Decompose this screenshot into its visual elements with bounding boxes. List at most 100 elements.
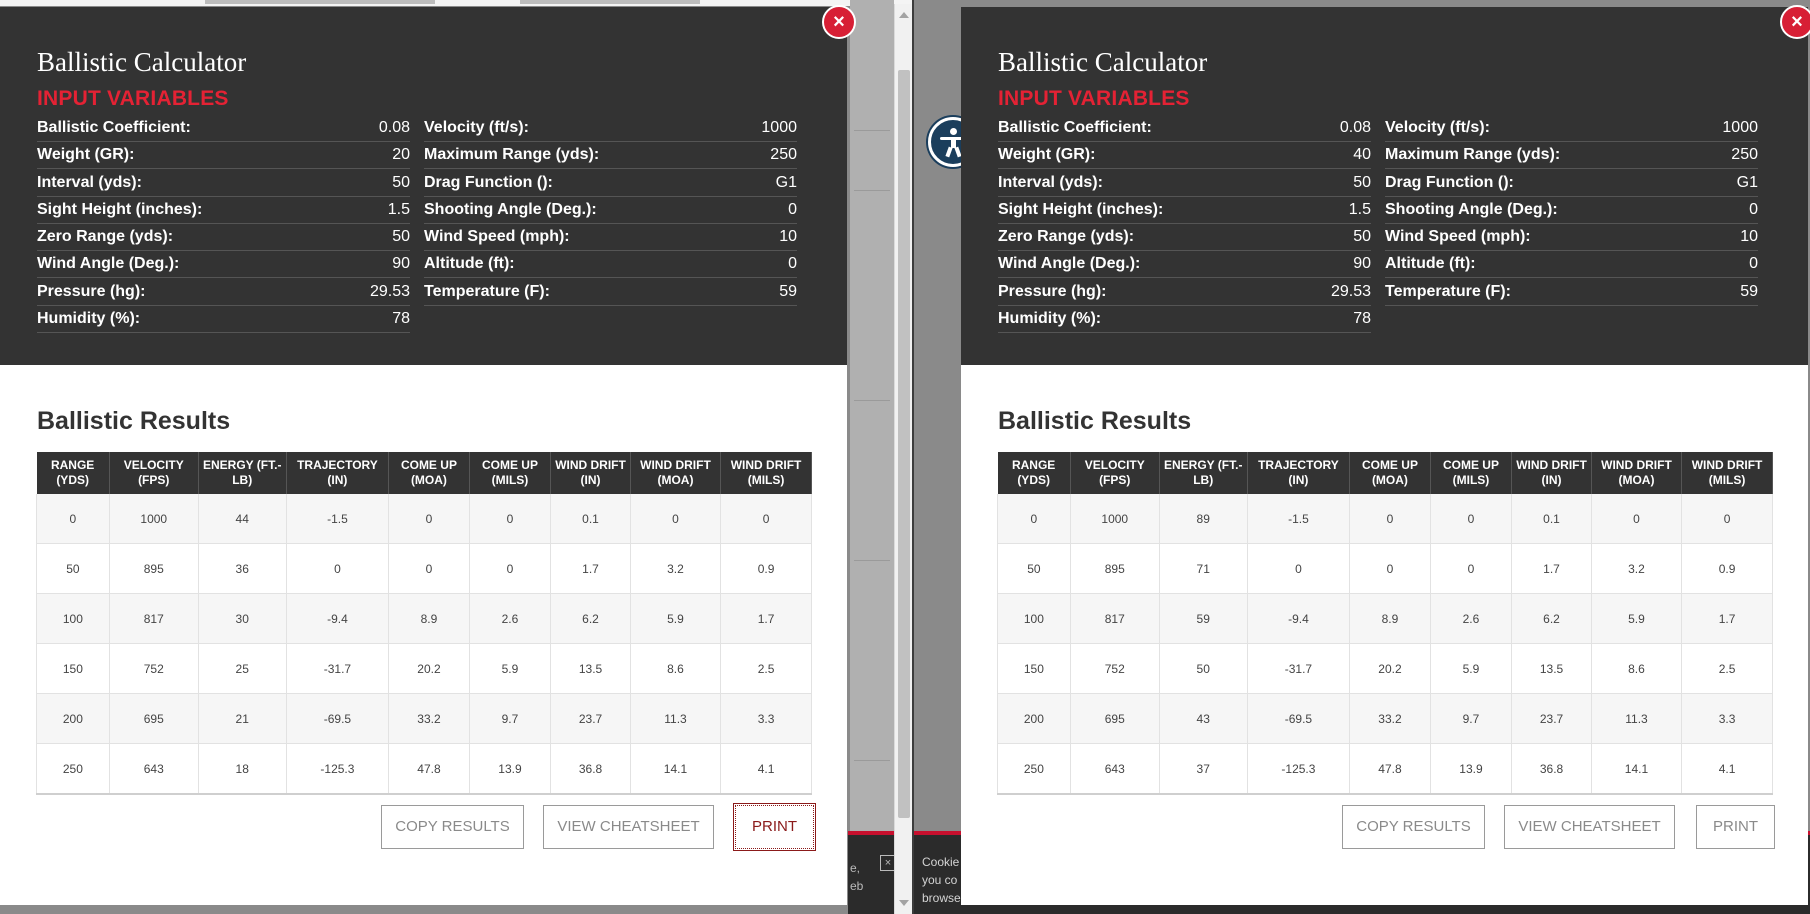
table-cell: 2.6 xyxy=(469,593,552,644)
input-variable: Interval (yds): 50 xyxy=(37,170,410,197)
input-value: 40 xyxy=(1353,146,1371,164)
table-cell: 0.9 xyxy=(1681,543,1773,594)
input-variable: Weight (GR): 20 xyxy=(37,142,410,170)
table-cell: -125.3 xyxy=(1247,743,1351,795)
input-variables-grid: Ballistic Coefficient: 0.08 Velocity (ft/s… xyxy=(998,115,1758,334)
table-row: 200 695 43 -69.5 33.2 9.7 23.7 11.3 3.3 xyxy=(997,693,1773,744)
input-row: Zero Range (yds): 50 Wind Speed (mph): 10 xyxy=(37,224,797,252)
print-button[interactable]: PRINT xyxy=(733,803,816,851)
table-cell: 20.2 xyxy=(388,643,470,694)
input-row: Interval (yds): 50 Drag Function (): G1 xyxy=(998,170,1758,197)
table-cell: 89 xyxy=(1159,494,1248,544)
input-value: 50 xyxy=(1353,228,1371,246)
input-variable: Maximum Range (yds): 250 xyxy=(424,142,797,170)
table-cell: 13.5 xyxy=(550,643,631,694)
table-cell: 30 xyxy=(198,593,287,644)
input-label: Humidity (%): xyxy=(998,310,1102,328)
column-header: COME UP (MILS) xyxy=(469,452,552,494)
table-row: 150 752 25 -31.7 20.2 5.9 13.5 8.6 2.5 xyxy=(36,643,812,694)
ballistic-calculator-modal: Ballistic Calculator INPUT VARIABLES Bal… xyxy=(0,7,847,905)
input-label: Temperature (F): xyxy=(424,282,550,300)
column-header: WIND DRIFT (IN) xyxy=(550,452,631,494)
input-label: Ballistic Coefficient: xyxy=(37,119,191,136)
column-header: RANGE (YDS) xyxy=(997,452,1071,494)
cookie-banner: e, eb xyxy=(848,831,894,914)
table-cell: 150 xyxy=(36,643,110,694)
table-cell: 11.3 xyxy=(630,693,722,744)
input-value: 0 xyxy=(1749,255,1758,273)
copy-results-button[interactable]: COPY RESULTS xyxy=(1342,805,1485,849)
table-cell: 0.1 xyxy=(550,494,631,544)
table-cell: 47.8 xyxy=(1349,743,1431,795)
input-variable: Shooting Angle (Deg.): 0 xyxy=(1385,197,1758,224)
scroll-up-icon[interactable] xyxy=(899,12,909,18)
input-label: Maximum Range (yds): xyxy=(424,146,600,164)
results-title: Ballistic Results xyxy=(998,407,1192,435)
table-cell: 1.7 xyxy=(720,593,812,644)
table-cell: 3.3 xyxy=(1681,693,1773,744)
table-cell: 1000 xyxy=(109,494,199,544)
input-variable: Maximum Range (yds): 250 xyxy=(1385,142,1758,170)
column-header: COME UP (MOA) xyxy=(1349,452,1431,494)
view-cheatsheet-button[interactable]: VIEW CHEATSHEET xyxy=(1504,805,1675,849)
scrollbar-thumb[interactable] xyxy=(898,70,910,818)
table-cell: 752 xyxy=(109,643,199,694)
table-cell: 8.6 xyxy=(1591,643,1683,694)
table-cell: 200 xyxy=(997,693,1071,744)
input-value: 10 xyxy=(779,228,797,246)
table-cell: 25 xyxy=(198,643,287,694)
table-cell: 0 xyxy=(1430,494,1513,544)
table-cell: -69.5 xyxy=(1247,693,1351,744)
modal-title: Ballistic Calculator xyxy=(998,47,1208,77)
input-variable: Wind Speed (mph): 10 xyxy=(1385,224,1758,252)
table-cell: 36.8 xyxy=(550,743,631,795)
input-variable: Zero Range (yds): 50 xyxy=(998,224,1371,252)
table-cell: -9.4 xyxy=(286,593,390,644)
scroll-down-icon[interactable] xyxy=(899,900,909,906)
input-label: Temperature (F): xyxy=(1385,282,1511,300)
table-cell: 33.2 xyxy=(388,693,470,744)
close-icon[interactable]: × xyxy=(1780,5,1810,39)
input-variable: Sight Height (inches): 1.5 xyxy=(37,197,410,224)
table-cell: 59 xyxy=(1159,593,1248,644)
input-label: Interval (yds): xyxy=(37,173,142,191)
input-variables-heading: INPUT VARIABLES xyxy=(998,87,1190,110)
table-cell: -69.5 xyxy=(286,693,390,744)
table-cell: 2.5 xyxy=(1681,643,1773,694)
input-value: 59 xyxy=(1740,282,1758,300)
results-title: Ballistic Results xyxy=(37,407,231,435)
input-label: Wind Angle (Deg.): xyxy=(37,255,180,273)
input-label: Ballistic Coefficient: xyxy=(998,119,1152,136)
table-cell: 0 xyxy=(388,494,470,544)
table-cell: 0.9 xyxy=(720,543,812,594)
table-row: 250 643 18 -125.3 47.8 13.9 36.8 14.1 4.1 xyxy=(36,743,812,795)
table-cell: 250 xyxy=(36,743,110,795)
copy-results-button[interactable]: COPY RESULTS xyxy=(381,805,524,849)
table-cell: 817 xyxy=(1070,593,1160,644)
input-value: G1 xyxy=(775,173,797,191)
modal-title: Ballistic Calculator xyxy=(37,47,247,77)
table-cell: 100 xyxy=(997,593,1071,644)
table-cell: 50 xyxy=(997,543,1071,594)
input-variable: Wind Angle (Deg.): 90 xyxy=(998,251,1371,279)
table-cell: 43 xyxy=(1159,693,1248,744)
column-header: VELOCITY (FPS) xyxy=(1070,452,1160,494)
table-cell: 23.7 xyxy=(550,693,631,744)
input-value: 0 xyxy=(788,255,797,273)
input-variable: Ballistic Coefficient: 0.08 xyxy=(37,115,410,142)
view-cheatsheet-button[interactable]: VIEW CHEATSHEET xyxy=(543,805,714,849)
table-cell: 200 xyxy=(36,693,110,744)
input-value: 78 xyxy=(392,310,410,328)
print-button[interactable]: PRINT xyxy=(1696,805,1775,849)
table-cell: -125.3 xyxy=(286,743,390,795)
column-header: WIND DRIFT (IN) xyxy=(1511,452,1592,494)
scrollbar[interactable] xyxy=(894,4,912,914)
input-row: Ballistic Coefficient: 0.08 Velocity (ft/s… xyxy=(37,115,797,142)
close-icon[interactable]: × xyxy=(822,5,856,39)
input-row: Zero Range (yds): 50 Wind Speed (mph): 10 xyxy=(998,224,1758,252)
input-row: Humidity (%): 78 xyxy=(37,306,797,334)
input-row: Pressure (hg): 29.53 Temperature (F): 59 xyxy=(998,279,1758,306)
input-label: Pressure (hg): xyxy=(998,282,1107,300)
table-cell: 8.9 xyxy=(388,593,470,644)
input-variable: Wind Speed (mph): 10 xyxy=(424,224,797,252)
